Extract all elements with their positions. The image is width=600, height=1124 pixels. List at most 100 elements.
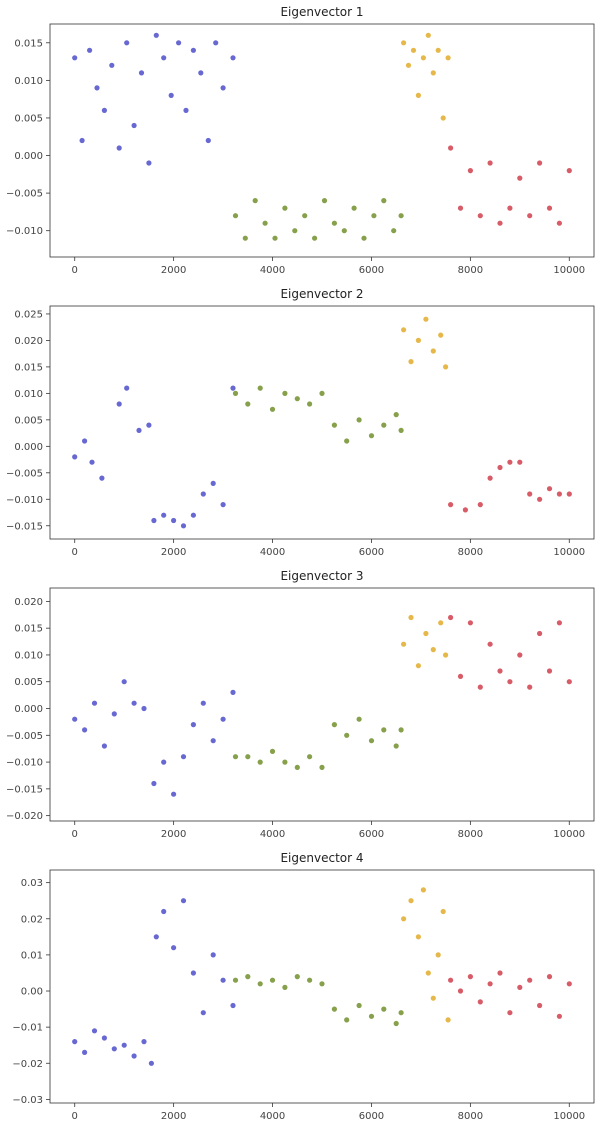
x-tick-label: 6000 <box>359 1111 384 1122</box>
data-point <box>242 235 248 241</box>
y-tick-label: 0.02 <box>21 914 43 925</box>
data-point <box>230 55 236 61</box>
data-point <box>517 459 523 465</box>
x-tick-label: 8000 <box>458 547 483 558</box>
y-tick-label: 0.000 <box>14 442 43 453</box>
data-point <box>210 480 216 486</box>
data-point <box>487 641 493 647</box>
data-point <box>415 337 421 343</box>
data-point <box>487 475 493 481</box>
data-point <box>331 722 337 728</box>
data-point <box>401 327 407 333</box>
data-point <box>232 754 239 760</box>
data-point <box>94 85 100 91</box>
data-point <box>294 396 300 402</box>
data-point <box>398 727 404 733</box>
data-point <box>331 1006 337 1012</box>
data-point <box>398 427 404 433</box>
data-point <box>507 459 513 465</box>
data-point <box>72 1039 78 1045</box>
data-point <box>487 160 493 166</box>
data-point <box>171 945 177 951</box>
data-point <box>393 1020 399 1027</box>
data-point <box>527 213 533 219</box>
data-point <box>230 689 236 696</box>
data-point <box>556 1013 563 1019</box>
data-point <box>190 47 196 53</box>
data-point <box>430 647 436 653</box>
data-point <box>269 748 276 755</box>
plot-frame <box>49 587 595 822</box>
data-point <box>443 652 449 658</box>
data-point <box>190 512 196 518</box>
data-point <box>398 1010 404 1016</box>
data-point <box>537 496 543 502</box>
data-point <box>89 459 95 465</box>
data-point <box>398 213 404 219</box>
data-point <box>556 620 563 626</box>
data-point <box>430 995 436 1001</box>
data-point <box>232 390 239 396</box>
data-point <box>151 780 157 787</box>
data-point <box>537 1002 543 1009</box>
chart-title: Eigenvector 2 <box>280 287 363 301</box>
data-point <box>109 62 115 68</box>
data-point <box>220 502 226 508</box>
data-point <box>381 422 387 428</box>
data-point <box>507 679 513 685</box>
data-point <box>368 738 375 744</box>
y-tick-label: 0.010 <box>14 76 43 87</box>
data-point <box>477 502 483 508</box>
data-point <box>457 205 464 211</box>
data-point <box>401 641 407 647</box>
data-point <box>430 348 436 354</box>
data-point <box>566 491 572 497</box>
data-point <box>307 754 313 760</box>
data-point <box>546 974 553 980</box>
data-point <box>448 145 454 151</box>
data-point <box>146 422 152 428</box>
data-point <box>566 679 572 685</box>
data-point <box>146 160 152 166</box>
y-tick-label: 0.015 <box>14 624 43 635</box>
data-point <box>232 977 239 983</box>
data-point <box>312 235 318 241</box>
data-point <box>148 1060 154 1066</box>
y-tick-label: 0.03 <box>21 878 43 889</box>
data-point <box>462 507 468 513</box>
data-point <box>200 700 206 706</box>
data-point <box>168 92 174 98</box>
data-point <box>210 952 216 958</box>
data-point <box>467 620 473 626</box>
data-point <box>138 70 145 76</box>
data-point <box>517 984 523 991</box>
data-point <box>91 1028 98 1034</box>
data-point <box>331 422 337 428</box>
y-axis: −0.010 −0.005 0.000 0.005 0.010 0.015 <box>6 38 50 237</box>
data-point <box>321 198 328 204</box>
data-point <box>180 898 187 904</box>
plot-frame <box>49 869 595 1104</box>
data-point <box>361 235 367 241</box>
data-point <box>245 974 251 980</box>
chart-title: Eigenvector 3 <box>280 569 363 583</box>
data-point <box>153 934 159 940</box>
data-point <box>393 412 399 418</box>
data-point <box>448 614 454 621</box>
data-point <box>176 40 182 46</box>
data-point <box>497 668 503 674</box>
x-tick-label: 0 <box>72 265 78 276</box>
x-tick-label: 8000 <box>458 829 483 840</box>
data-point <box>131 1053 137 1059</box>
data-point <box>351 205 357 211</box>
data-point <box>341 228 347 234</box>
data-point <box>423 630 429 637</box>
eigenvector-3-panel: Eigenvector 3 −0.020 −0.015 −0.010 −0.005 0.… <box>6 569 595 840</box>
data-point <box>269 977 276 983</box>
data-point <box>101 1035 107 1041</box>
data-point <box>430 70 436 76</box>
data-point <box>425 32 431 38</box>
x-tick-label: 4000 <box>260 1111 285 1122</box>
y-tick-label: 0.005 <box>14 415 43 426</box>
